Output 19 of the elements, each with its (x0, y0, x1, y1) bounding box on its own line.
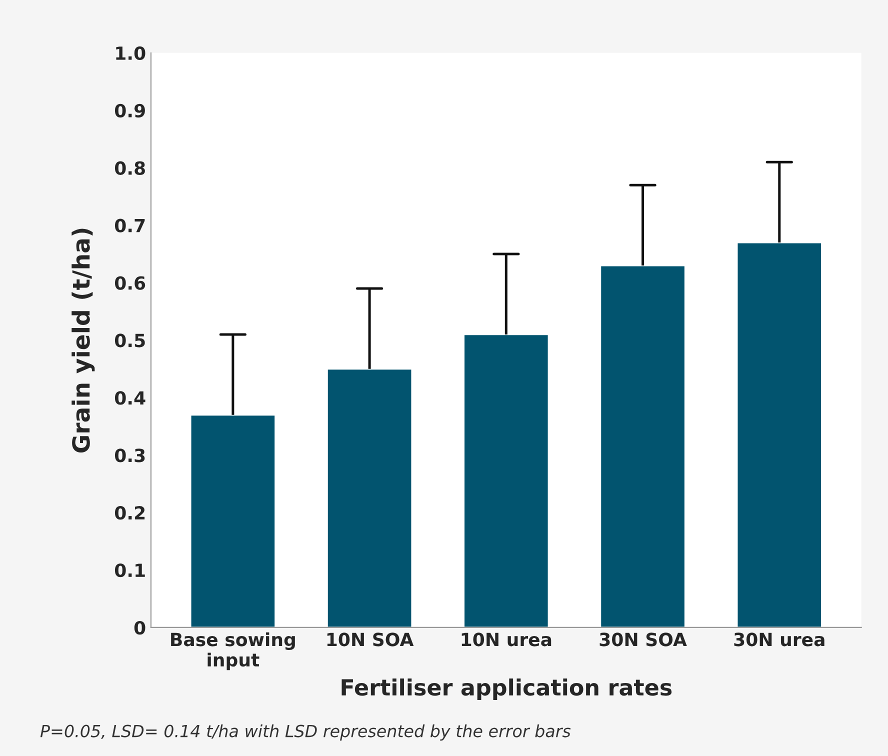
y-tick-label: 0.2 (114, 506, 145, 520)
y-tick-label: 0 (134, 620, 146, 635)
y-tick-label: 0.7 (114, 218, 145, 232)
x-tick-label: 30N urea (734, 632, 824, 646)
x-tick-label: 10N urea (462, 632, 552, 646)
y-tick-label: 0.9 (114, 104, 145, 118)
text: P=0.05, LSD= 0.14 t/ha with LSD represented by the error bars (40, 724, 571, 741)
x-tick-label: Base sowing input (171, 632, 295, 670)
y-tick-label: 0.3 (114, 448, 145, 462)
y-tick-label: 0.6 (114, 276, 146, 290)
y-tick-label: 0.4 (114, 391, 146, 405)
x-tick-label: 30N SOA (600, 632, 687, 646)
y-tick-label: 0.8 (114, 161, 145, 175)
y-tick-label: 0.1 (114, 563, 145, 578)
x-axis-title: Fertiliser application rates (342, 678, 672, 700)
y-axis-title: Grain yield (t/ha) (72, 228, 95, 453)
x-tick-label: 10N SOA (327, 632, 414, 646)
y-tick-label: 0.5 (114, 334, 145, 348)
y-tick-label: 1.0 (116, 46, 146, 60)
